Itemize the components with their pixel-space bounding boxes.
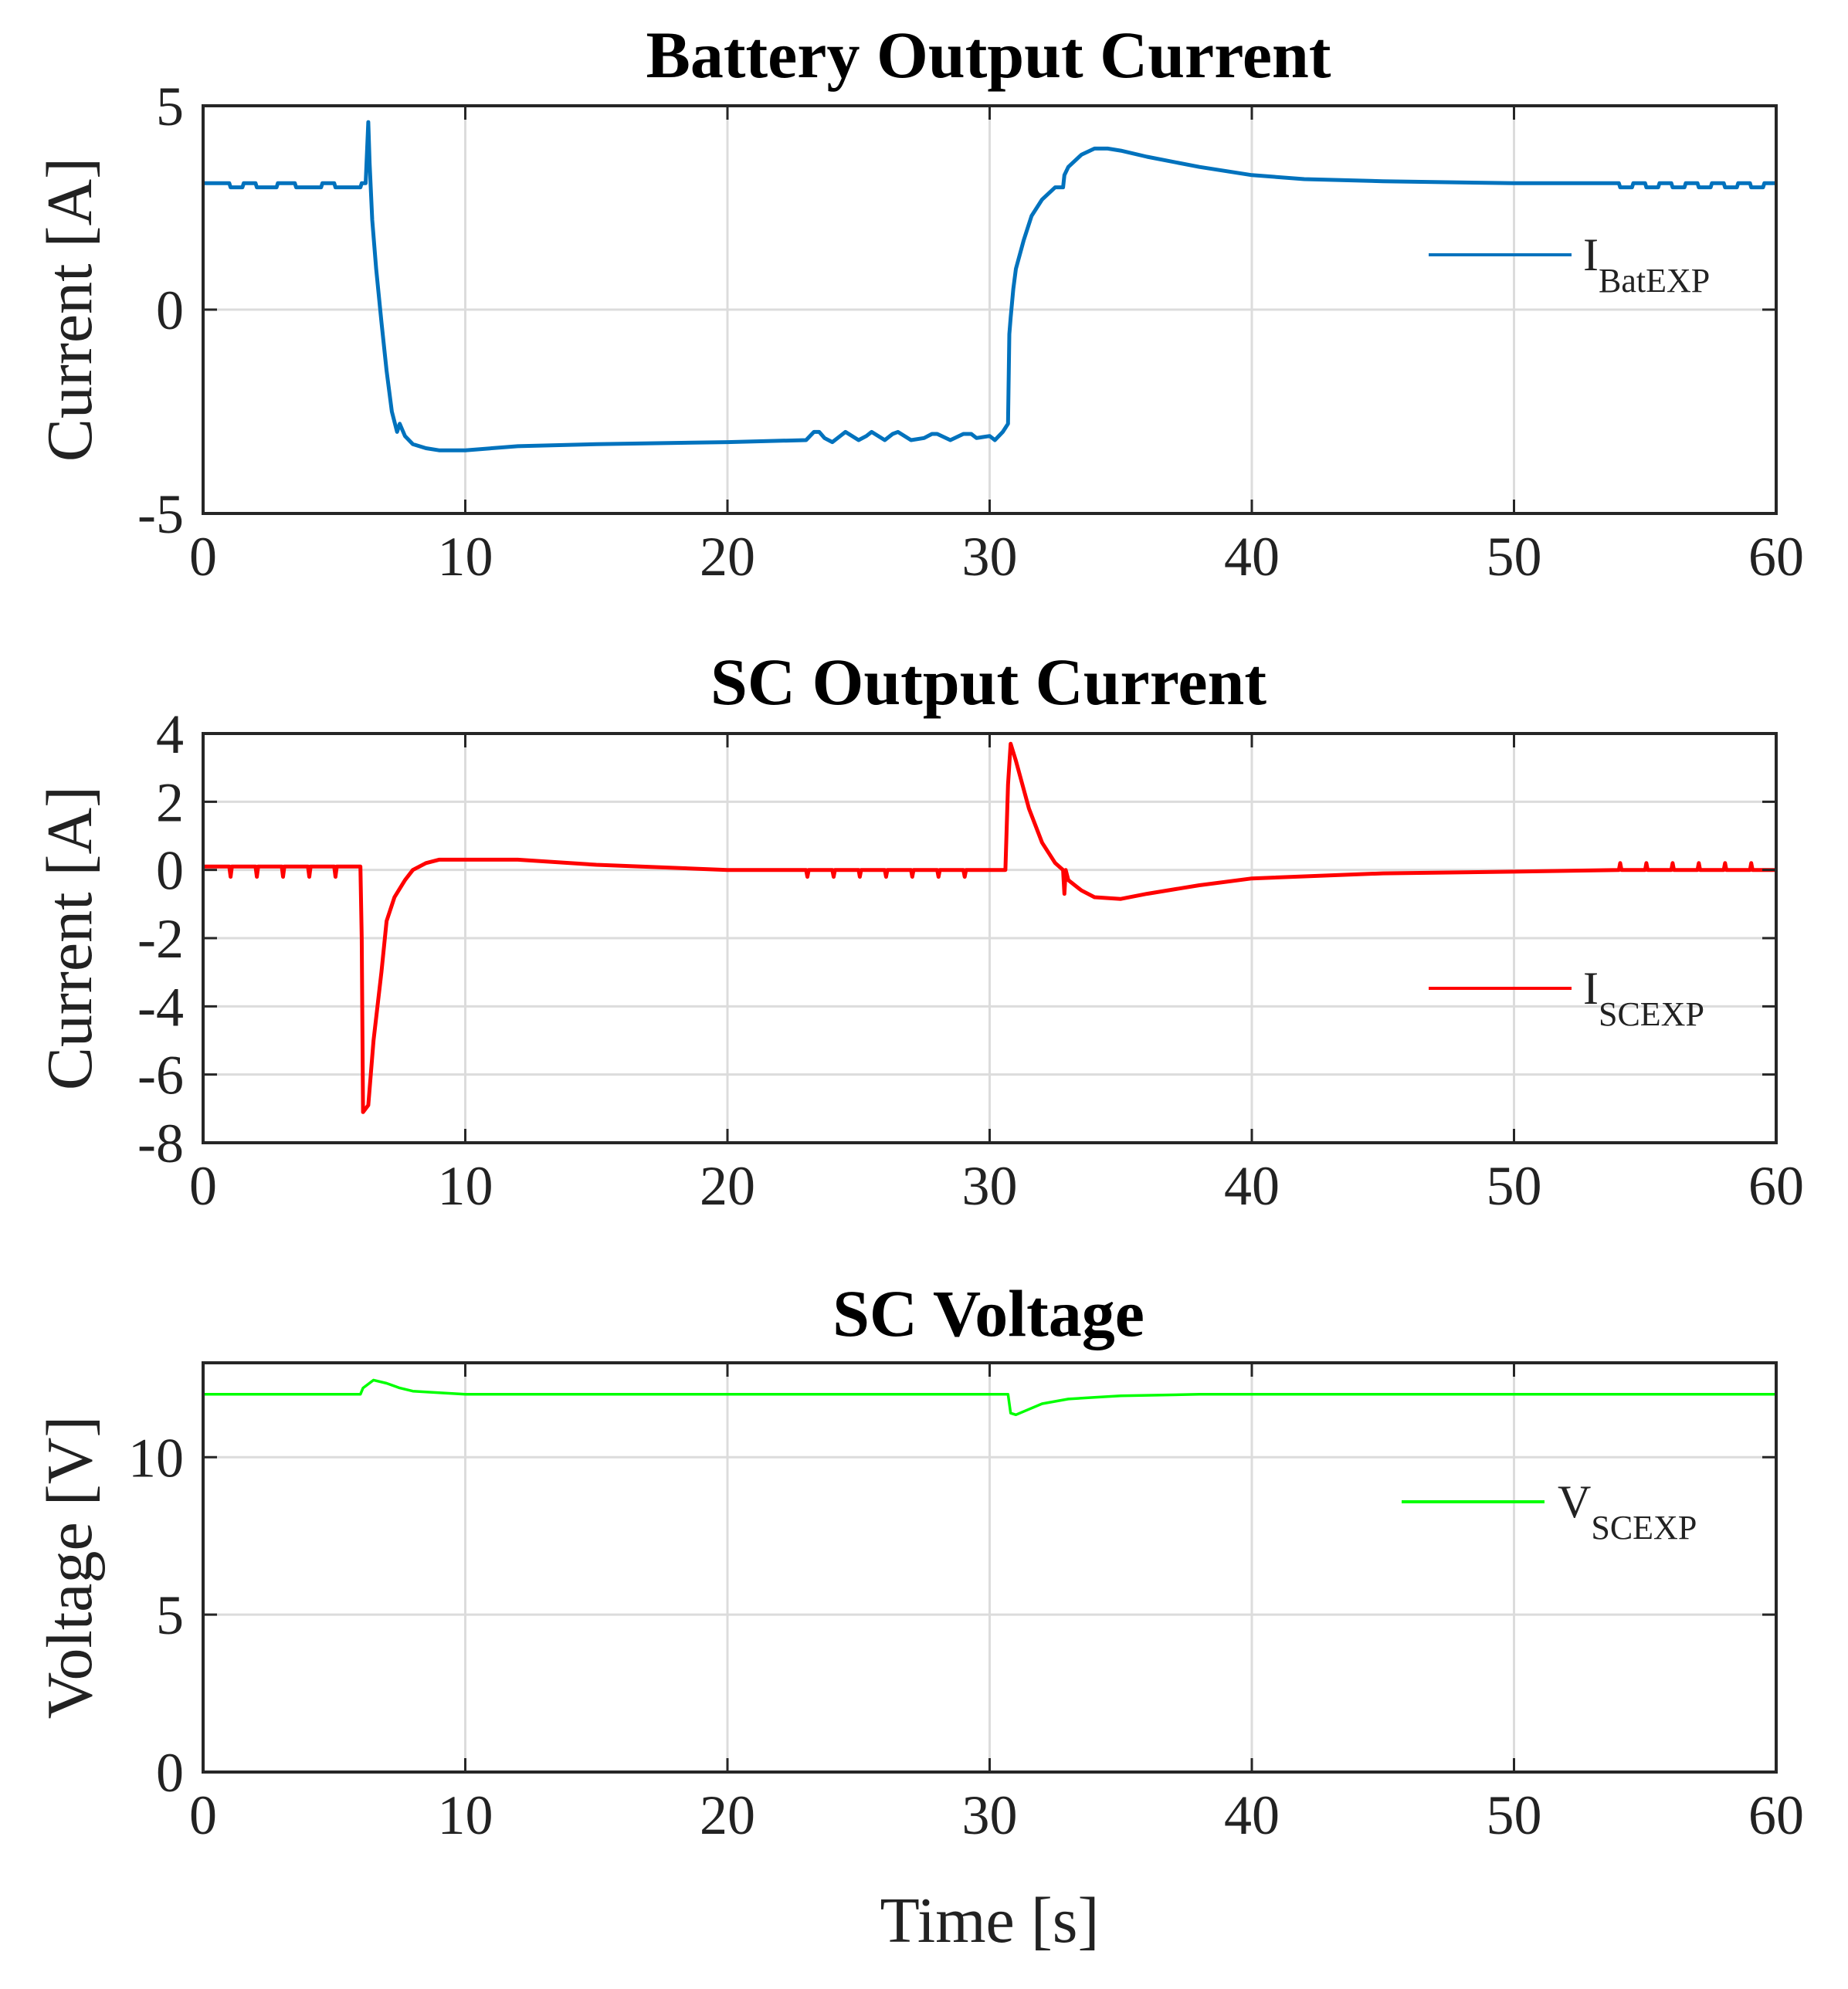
- x-tick-label: 10: [438, 526, 493, 588]
- x-tick-label: 40: [1224, 526, 1280, 588]
- y-tick-label: 0: [156, 840, 184, 902]
- x-tick-label: 10: [438, 1784, 493, 1846]
- y-axis-label: Voltage [V]: [34, 1416, 106, 1720]
- panel-title: SC Output Current: [710, 645, 1266, 719]
- x-axis-label: Time [s]: [880, 1885, 1100, 1957]
- y-tick-label: 4: [156, 703, 184, 765]
- x-tick-label: 60: [1748, 526, 1804, 588]
- x-tick-label: 30: [962, 1784, 1018, 1846]
- series-line-i-scexp: [203, 741, 1776, 1114]
- series-line-v-scexp: [203, 1378, 1776, 1417]
- x-tick-label: 10: [438, 1155, 493, 1217]
- x-tick-label: 0: [189, 526, 217, 588]
- x-tick-label: 40: [1224, 1784, 1280, 1846]
- y-axis-label: Current [A]: [34, 786, 106, 1090]
- y-tick-label: -2: [137, 908, 184, 970]
- x-tick-label: 50: [1487, 1784, 1542, 1846]
- sc-current-panel: SC Output Current 0 10 20 30 40 50 60-8-6-4-20…: [34, 645, 1804, 1217]
- x-tick-label: 40: [1224, 1155, 1280, 1217]
- legend-subscript: BatEXP: [1599, 262, 1710, 300]
- y-tick-label: 0: [156, 280, 184, 341]
- y-tick-label: -6: [137, 1045, 184, 1106]
- x-tick-label: 50: [1487, 1155, 1542, 1217]
- y-tick-label: 5: [156, 1584, 184, 1646]
- y-tick-label: 2: [156, 771, 184, 833]
- legend-subscript: SCEXP: [1591, 1509, 1697, 1547]
- x-tick-label: 50: [1487, 526, 1542, 588]
- legend-subscript: SCEXP: [1599, 995, 1704, 1033]
- x-tick-label: 60: [1748, 1155, 1804, 1217]
- x-tick-label: 30: [962, 526, 1018, 588]
- battery-current-panel: Battery Output Current 0 10 20 30 40 50 60-505…: [34, 18, 1804, 588]
- y-tick-label: 10: [128, 1427, 184, 1489]
- sc-voltage-panel: SC Voltage 0 10 20 30 40 50 60 0 5 10 Voltage [V] T…: [34, 1276, 1804, 1957]
- y-tick-label: -8: [137, 1113, 184, 1174]
- series-line-i-batexp: [203, 120, 1776, 452]
- x-tick-label: 0: [189, 1155, 217, 1217]
- y-tick-label: -4: [137, 976, 184, 1038]
- x-tick-label: 30: [962, 1155, 1018, 1217]
- x-tick-label: 60: [1748, 1784, 1804, 1846]
- y-tick-label: 0: [156, 1742, 184, 1804]
- panel-title: SC Voltage: [832, 1276, 1144, 1350]
- panel-title: Battery Output Current: [646, 18, 1331, 92]
- x-tick-label: 20: [700, 526, 755, 588]
- y-tick-label: 5: [156, 76, 184, 137]
- x-tick-label: 0: [189, 1784, 217, 1846]
- y-tick-label: -5: [137, 483, 184, 545]
- x-tick-label: 20: [700, 1784, 755, 1846]
- y-axis-label: Current [A]: [34, 158, 106, 462]
- x-tick-label: 20: [700, 1155, 755, 1217]
